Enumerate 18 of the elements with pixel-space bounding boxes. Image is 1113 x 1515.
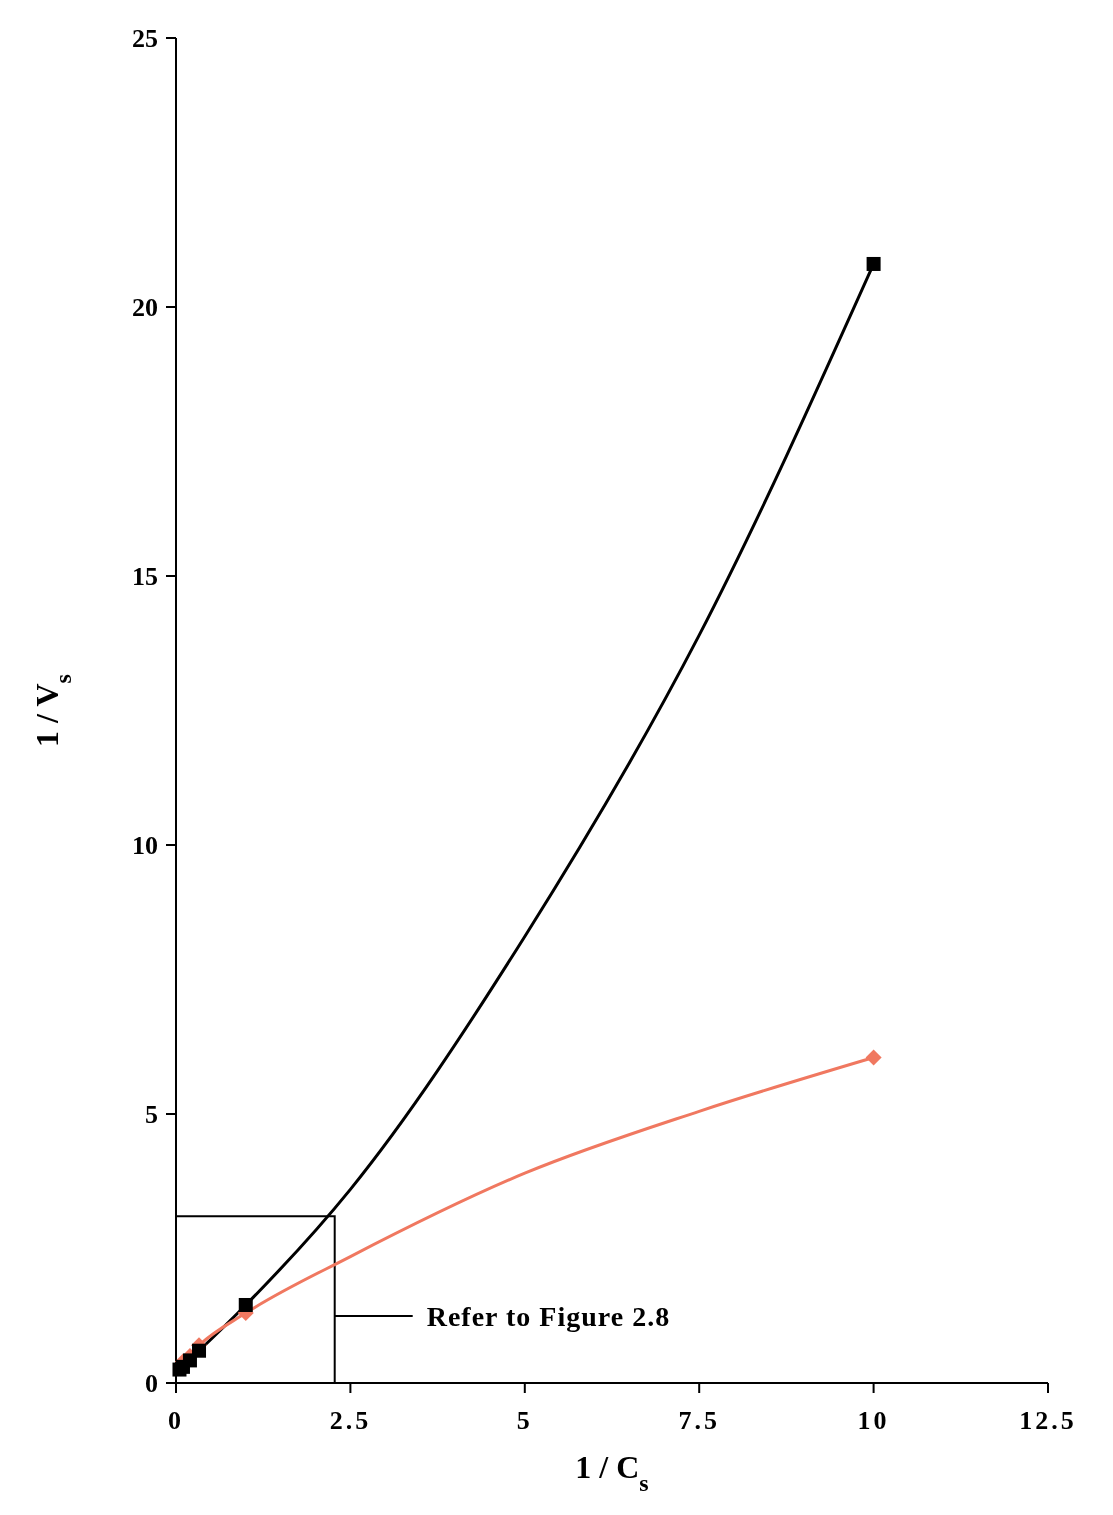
y-tick-label: 15 (132, 562, 158, 591)
x-tick-label: 12.5 (1019, 1406, 1077, 1435)
point (238, 1297, 253, 1312)
x-axis-title: 1 / C$_{s}$ (575, 1449, 649, 1496)
point (866, 256, 881, 271)
y-tick-label: 25 (132, 24, 158, 53)
y-tick-label: 20 (132, 293, 158, 322)
x-tick-label: 10 (857, 1406, 890, 1435)
y-tick-label: 10 (132, 831, 158, 860)
x-tick-label: 7.5 (678, 1406, 720, 1435)
point (192, 1343, 207, 1358)
y-tick-label: 0 (145, 1369, 158, 1398)
y-tick-label: 5 (145, 1100, 158, 1129)
point (865, 1049, 882, 1066)
x-tick-label: 0 (168, 1406, 184, 1435)
x-tick-label: 5 (516, 1406, 533, 1435)
annotation: Refer to Figure 2.8 (426, 1301, 671, 1332)
x-tick-label: 2.5 (329, 1406, 372, 1435)
